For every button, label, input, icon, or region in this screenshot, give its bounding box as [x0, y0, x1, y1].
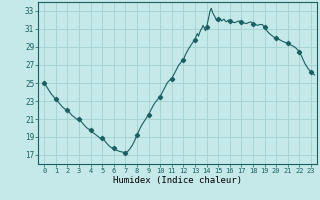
X-axis label: Humidex (Indice chaleur): Humidex (Indice chaleur) — [113, 176, 242, 185]
